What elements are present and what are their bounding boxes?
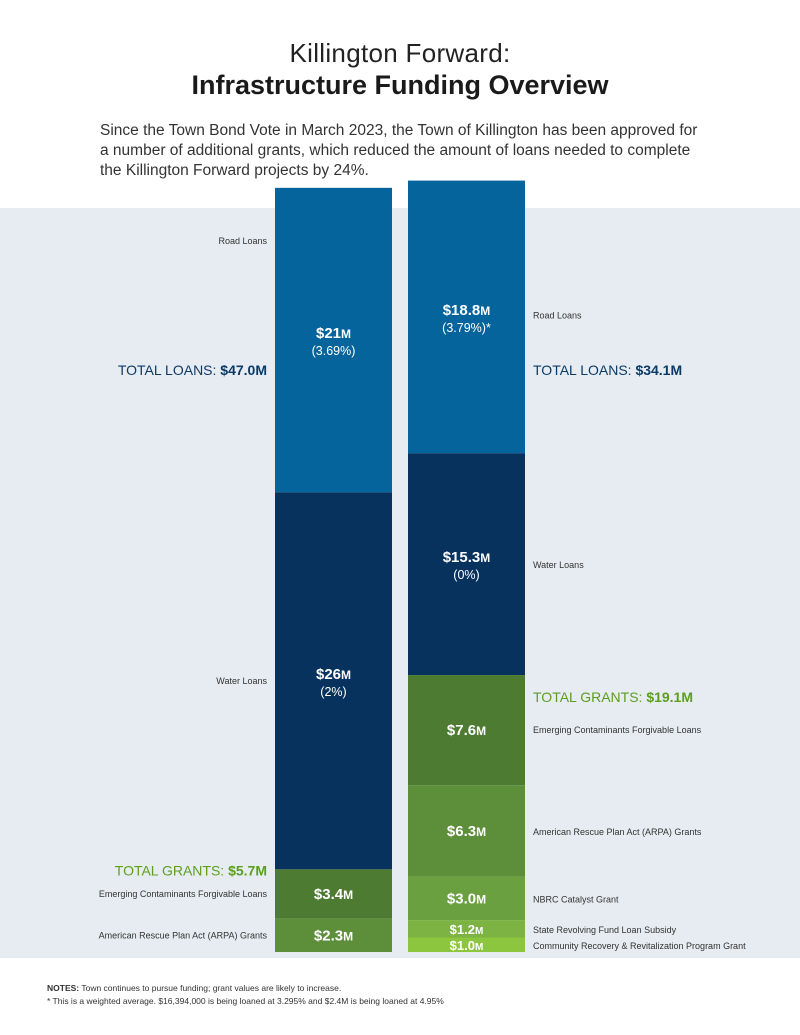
bar-value-water-loans-0: $26M [316, 666, 351, 683]
notes-text: Town continues to pursue funding; grant … [81, 983, 342, 993]
category-label-emerging-contaminants-forgivable-loans-1: Emerging Contaminants Forgivable Loans [533, 725, 702, 735]
bar-segment-american-rescue-plan-act-arpa-grants-1 [408, 785, 525, 877]
notes-label: NOTES: [47, 983, 80, 993]
category-label-water-loans-0: Water Loans [216, 676, 267, 686]
bar-rate-water-loans-1: (0%) [453, 568, 479, 582]
notes-line-1: NOTES: Town continues to pursue funding;… [47, 982, 767, 995]
bar-rate-road-loans-0: (3.69%) [312, 344, 356, 358]
chart-panel [0, 208, 800, 958]
bar-rate-road-loans-1: (3.79%)* [442, 321, 491, 335]
bar-rate-water-loans-0: (2%) [320, 685, 346, 699]
category-label-nbrc-catalyst-grant-1: NBRC Catalyst Grant [533, 894, 619, 904]
category-label-american-rescue-plan-act-arpa-grants-1: American Rescue Plan Act (ARPA) Grants [533, 827, 702, 837]
category-label-water-loans-1: Water Loans [533, 560, 584, 570]
bar-segment-state-revolving-fund-loan-subsidy-1 [408, 920, 525, 938]
bar-segment-water-loans-0 [275, 492, 392, 870]
total-loans-1: TOTAL LOANS: $34.1M [533, 362, 682, 378]
notes-line-2: * This is a weighted average. $16,394,00… [47, 996, 444, 1006]
bar-value-road-loans-0: $21M [316, 325, 351, 342]
bar-segment-water-loans-1 [408, 453, 525, 676]
bar-segment-road-loans-1 [408, 180, 525, 454]
bar-segment-emerging-contaminants-forgivable-loans-1 [408, 675, 525, 786]
category-label-state-revolving-fund-loan-subsidy-1: State Revolving Fund Loan Subsidy [533, 925, 677, 935]
intro-text: Since the Town Bond Vote in March 2023, … [100, 122, 698, 179]
bar-segment-community-recovery-revitalization-program-grant-1 [408, 937, 525, 952]
bar-value-american-rescue-plan-act-arpa-grants-0: $2.3M [314, 927, 353, 944]
category-label-road-loans-1: Road Loans [533, 311, 582, 321]
bar-value-state-revolving-fund-loan-subsidy-1: $1.2M [450, 922, 484, 937]
bar-value-american-rescue-plan-act-arpa-grants-1: $6.3M [447, 823, 486, 840]
bar-value-water-loans-1: $15.3M [443, 549, 491, 566]
category-label-american-rescue-plan-act-arpa-grants-0: American Rescue Plan Act (ARPA) Grants [99, 930, 268, 940]
page-title: Killington Forward: [289, 38, 511, 68]
category-label-emerging-contaminants-forgivable-loans-0: Emerging Contaminants Forgivable Loans [99, 889, 268, 899]
bar-value-emerging-contaminants-forgivable-loans-1: $7.6M [447, 722, 486, 739]
title-block: Killington Forward: Infrastructure Fundi… [0, 38, 800, 102]
bar-segment-nbrc-catalyst-grant-1 [408, 876, 525, 921]
page-subtitle: Infrastructure Funding Overview [191, 70, 609, 100]
notes: NOTES: Town continues to pursue funding;… [47, 982, 767, 1008]
category-label-community-recovery-revitalization-program-grant-1: Community Recovery & Revitalization Prog… [533, 941, 746, 951]
category-label-road-loans-0: Road Loans [218, 236, 267, 246]
bar-value-community-recovery-revitalization-program-grant-1: $1.0M [450, 938, 484, 953]
total-grants-1: TOTAL GRANTS: $19.1M [533, 689, 693, 705]
bar-value-nbrc-catalyst-grant-1: $3.0M [447, 890, 486, 907]
bar-segment-emerging-contaminants-forgivable-loans-0 [275, 869, 392, 919]
bar-segment-american-rescue-plan-act-arpa-grants-0 [275, 918, 392, 952]
bar-value-emerging-contaminants-forgivable-loans-0: $3.4M [314, 886, 353, 903]
total-grants-0: TOTAL GRANTS: $5.7M [115, 862, 267, 878]
bar-segment-road-loans-0 [275, 187, 392, 493]
total-loans-0: TOTAL LOANS: $47.0M [118, 362, 267, 378]
bar-value-road-loans-1: $18.8M [443, 302, 491, 319]
